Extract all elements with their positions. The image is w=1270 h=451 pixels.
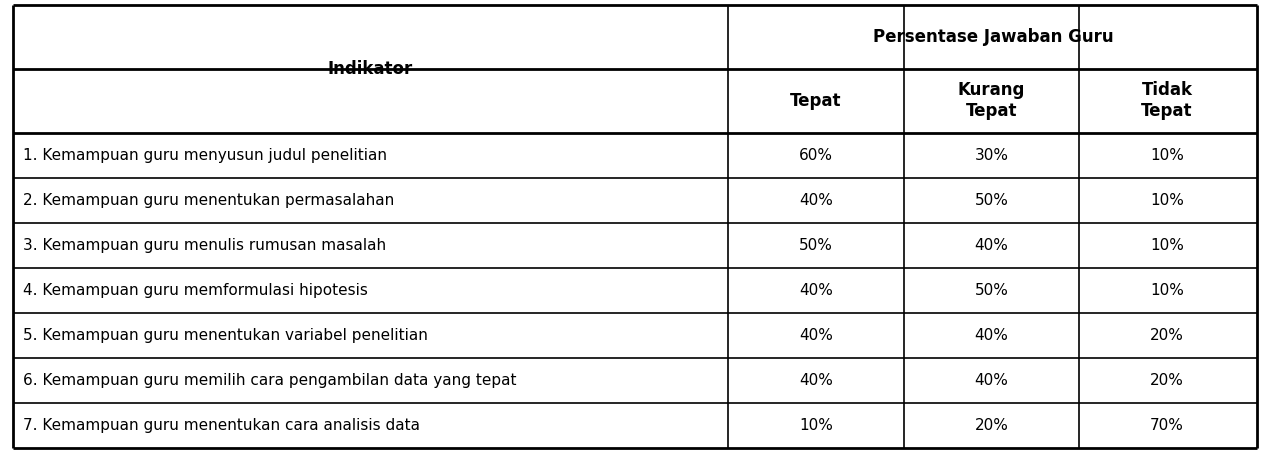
Text: Tepat: Tepat: [790, 92, 842, 110]
Text: 40%: 40%: [799, 373, 833, 388]
Text: 50%: 50%: [974, 193, 1008, 208]
Text: 10%: 10%: [1151, 193, 1184, 208]
Text: 50%: 50%: [799, 238, 833, 253]
Text: 30%: 30%: [974, 148, 1008, 163]
Text: 40%: 40%: [974, 373, 1008, 388]
Text: 5. Kemampuan guru menentukan variabel penelitian: 5. Kemampuan guru menentukan variabel pe…: [23, 328, 428, 343]
Text: Persentase Jawaban Guru: Persentase Jawaban Guru: [872, 28, 1113, 46]
Text: 40%: 40%: [974, 328, 1008, 343]
Text: 60%: 60%: [799, 148, 833, 163]
Text: 20%: 20%: [1151, 373, 1184, 388]
Text: 4. Kemampuan guru memformulasi hipotesis: 4. Kemampuan guru memformulasi hipotesis: [23, 283, 367, 298]
Text: 10%: 10%: [1151, 238, 1184, 253]
Text: 40%: 40%: [974, 238, 1008, 253]
Text: 1. Kemampuan guru menyusun judul penelitian: 1. Kemampuan guru menyusun judul penelit…: [23, 148, 386, 163]
Text: 50%: 50%: [974, 283, 1008, 298]
Text: 20%: 20%: [974, 418, 1008, 433]
Text: 40%: 40%: [799, 328, 833, 343]
Text: 40%: 40%: [799, 193, 833, 208]
Text: Tidak
Tepat: Tidak Tepat: [1142, 81, 1193, 120]
Text: 20%: 20%: [1151, 328, 1184, 343]
Text: 40%: 40%: [799, 283, 833, 298]
Text: 7. Kemampuan guru menentukan cara analisis data: 7. Kemampuan guru menentukan cara analis…: [23, 418, 419, 433]
Text: 3. Kemampuan guru menulis rumusan masalah: 3. Kemampuan guru menulis rumusan masala…: [23, 238, 386, 253]
Text: 10%: 10%: [799, 418, 833, 433]
Text: 10%: 10%: [1151, 283, 1184, 298]
Text: 10%: 10%: [1151, 148, 1184, 163]
Text: 2. Kemampuan guru menentukan permasalahan: 2. Kemampuan guru menentukan permasalaha…: [23, 193, 394, 208]
Text: 6. Kemampuan guru memilih cara pengambilan data yang tepat: 6. Kemampuan guru memilih cara pengambil…: [23, 373, 516, 388]
Text: Indikator: Indikator: [328, 60, 413, 78]
Text: Kurang
Tepat: Kurang Tepat: [958, 81, 1025, 120]
Text: 70%: 70%: [1151, 418, 1184, 433]
